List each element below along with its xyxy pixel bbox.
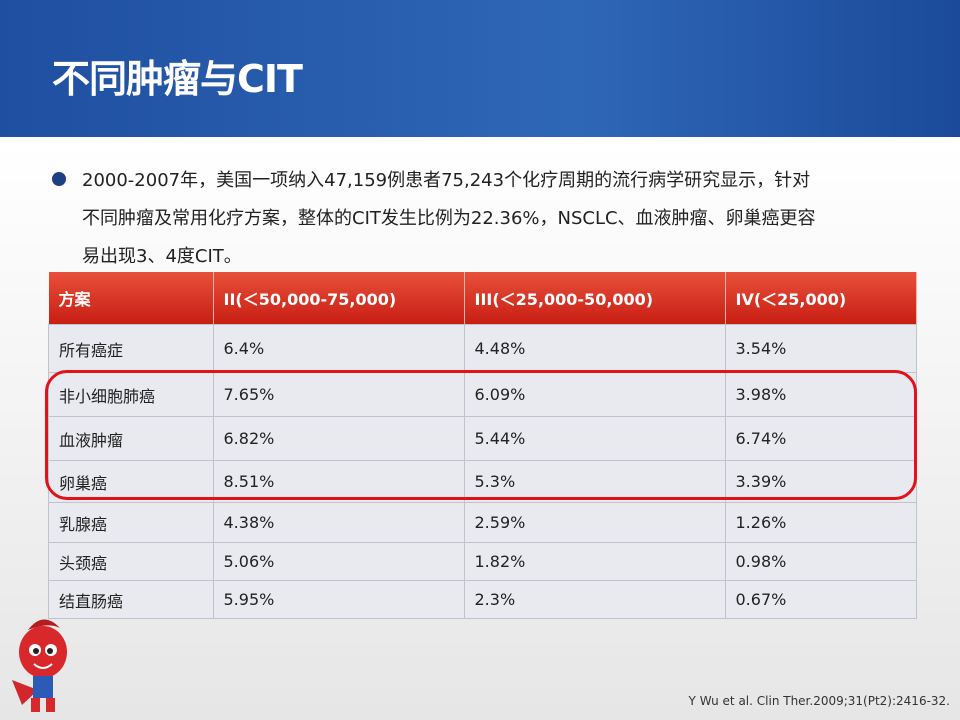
cell-value: 5.95% xyxy=(212,580,465,619)
cell-value: 2.59% xyxy=(463,502,726,543)
cell-value: 5.3% xyxy=(463,460,726,503)
cell-value: 6.74% xyxy=(724,416,917,461)
cell-value: 6.82% xyxy=(212,416,465,461)
data-table: 方案 II(＜50,000-75,000) III(＜25,000-50,000) I… xyxy=(48,272,917,619)
table-row: 乳腺癌 4.38% 2.59% 1.26% xyxy=(48,502,917,543)
table-row: 卵巢癌 8.51% 5.3% 3.39% xyxy=(48,460,917,503)
citation: Y Wu et al. Clin Ther.2009;31(Pt2):2416-… xyxy=(688,694,950,708)
column-header: II(＜50,000-75,000) xyxy=(213,272,465,325)
cell-value: 1.82% xyxy=(463,542,726,581)
slide-title: 不同肿瘤与CIT xyxy=(52,57,303,101)
highlight-ring xyxy=(45,370,917,500)
column-header: 方案 xyxy=(48,272,214,325)
cell-value: 6.4% xyxy=(212,324,465,373)
table-row: 非小细胞肺癌 7.65% 6.09% 3.98% xyxy=(48,372,917,417)
header-bar xyxy=(0,0,960,137)
table-row: 结直肠癌 5.95% 2.3% 0.67% xyxy=(48,580,917,619)
bullet-line: 易出现3、4度CIT。 xyxy=(82,246,242,267)
row-label: 头颈癌 xyxy=(48,542,214,581)
cell-value: 0.67% xyxy=(724,580,917,619)
cell-value: 3.54% xyxy=(724,324,917,373)
table-row: 所有癌症 6.4% 4.48% 3.54% xyxy=(48,324,917,373)
cell-value: 3.39% xyxy=(724,460,917,503)
cell-value: 4.48% xyxy=(463,324,726,373)
mascot xyxy=(12,619,67,712)
row-label: 非小细胞肺癌 xyxy=(48,372,214,417)
cell-value: 5.06% xyxy=(212,542,465,581)
row-label: 乳腺癌 xyxy=(48,502,214,543)
row-label: 结直肠癌 xyxy=(48,580,214,619)
column-header: IV(＜25,000) xyxy=(725,272,917,325)
bullet-dot xyxy=(52,172,66,186)
table-row: 头颈癌 5.06% 1.82% 0.98% xyxy=(48,542,917,581)
column-header: III(＜25,000-50,000) xyxy=(464,272,726,325)
cell-value: 6.09% xyxy=(463,372,726,417)
bullet-line: 不同肿瘤及常用化疗方案，整体的CIT发生比例为22.36%，NSCLC、血液肿瘤… xyxy=(82,208,816,229)
table-row: 血液肿瘤 6.82% 5.44% 6.74% xyxy=(48,416,917,461)
header-row: 方案 II(＜50,000-75,000) III(＜25,000-50,000) I… xyxy=(48,272,917,325)
row-label: 所有癌症 xyxy=(48,324,214,373)
cell-value: 0.98% xyxy=(724,542,917,581)
cell-value: 4.38% xyxy=(212,502,465,543)
cell-value: 8.51% xyxy=(212,460,465,503)
cell-value: 2.3% xyxy=(463,580,726,619)
row-label: 血液肿瘤 xyxy=(48,416,214,461)
cell-value: 3.98% xyxy=(724,372,917,417)
row-label: 卵巢癌 xyxy=(48,460,214,503)
cell-value: 1.26% xyxy=(724,502,917,543)
bullet-line: 2000-2007年，美国一项纳入47,159例患者75,243个化疗周期的流行… xyxy=(82,170,811,191)
